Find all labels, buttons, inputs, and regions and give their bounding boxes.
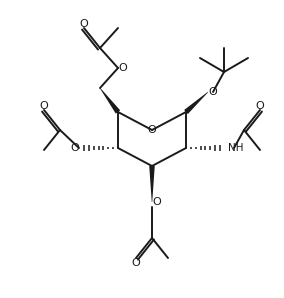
Polygon shape [100, 88, 120, 114]
Polygon shape [184, 92, 208, 114]
Text: O: O [40, 101, 48, 111]
Text: O: O [70, 143, 79, 153]
Text: O: O [209, 87, 217, 97]
Text: O: O [148, 125, 156, 135]
Text: O: O [256, 101, 264, 111]
Polygon shape [149, 166, 155, 202]
Text: O: O [80, 19, 88, 29]
Text: NH: NH [228, 143, 243, 153]
Text: O: O [153, 197, 161, 207]
Text: O: O [131, 258, 140, 268]
Text: O: O [119, 63, 128, 73]
